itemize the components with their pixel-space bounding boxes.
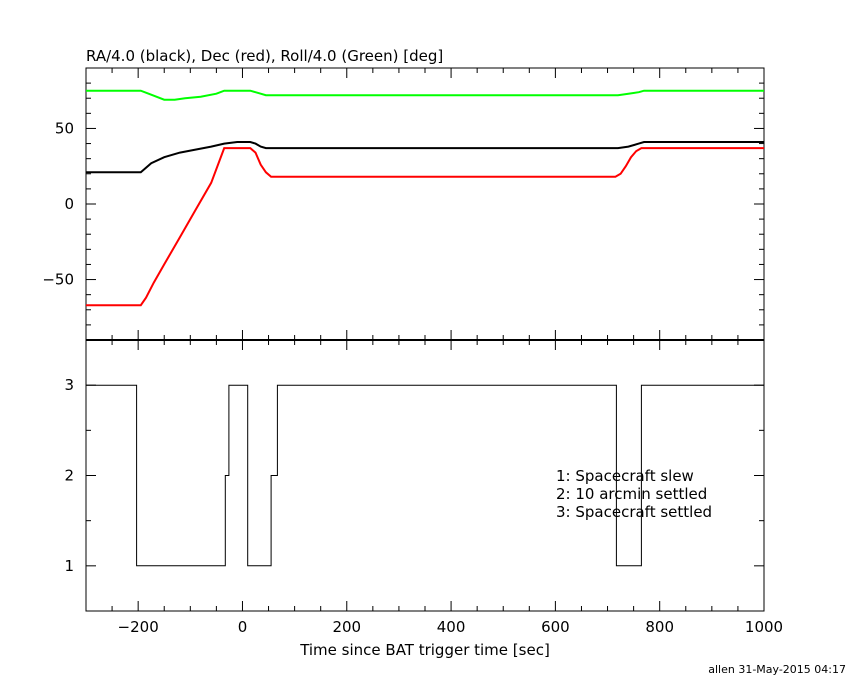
status-legend-item: 3: Spacecraft settled	[556, 503, 712, 521]
x-axis-label: Time since BAT trigger time [sec]	[299, 641, 550, 659]
y-tick-label: −50	[42, 271, 74, 289]
status-series-line	[86, 384, 764, 567]
top-panel-frame	[85, 67, 765, 341]
top-panel-series	[86, 89, 764, 307]
y-tick-label: 2	[64, 467, 74, 485]
top-panel-ticks: −50 0 50	[42, 68, 765, 340]
y-tick-label: 0	[64, 195, 74, 213]
x-tick-label: 800	[645, 618, 674, 636]
y-tick-label: 50	[55, 119, 74, 137]
bottom-panel: −200 0 200 400 600 800 1000 1 2 3 Time since BAT …	[64, 339, 783, 659]
status-legend-item: 2: 10 arcmin settled	[556, 485, 707, 503]
ra-series-line	[86, 141, 764, 174]
bottom-panel-ticks: −200 0 200 400 600 800 1000 1 2 3	[64, 340, 783, 636]
y-tick-label: 3	[64, 376, 74, 394]
x-tick-label: −200	[118, 618, 159, 636]
top-panel-title: RA/4.0 (black), Dec (red), Roll/4.0 (Gre…	[86, 47, 443, 65]
footer-credit: allen 31-May-2015 04:17	[708, 663, 846, 676]
y-tick-label: 1	[64, 557, 74, 575]
dec-series-line	[86, 147, 764, 307]
x-tick-label: 600	[541, 618, 570, 636]
status-legend-item: 1: Spacecraft slew	[556, 467, 694, 485]
top-panel: RA/4.0 (black), Dec (red), Roll/4.0 (Gre…	[42, 47, 765, 341]
x-tick-label: 0	[238, 618, 248, 636]
roll-series-line	[86, 89, 764, 101]
bottom-panel-series	[86, 384, 764, 567]
x-tick-label: 400	[437, 618, 466, 636]
x-tick-label: 200	[332, 618, 361, 636]
x-tick-label: 1000	[745, 618, 783, 636]
